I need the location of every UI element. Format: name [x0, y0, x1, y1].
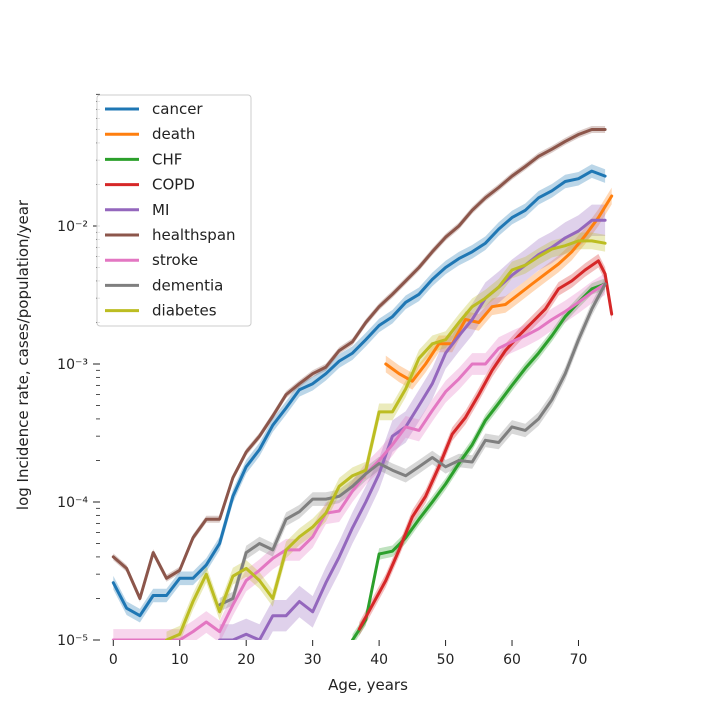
legend-label-cancer: cancer	[152, 100, 203, 118]
legend-label-stroke: stroke	[152, 251, 198, 269]
x-tick-label: 0	[109, 652, 118, 668]
y-tick-label: 10⁻³	[57, 357, 88, 373]
y-axis-label: log Incidence rate, cases/population/yea…	[14, 199, 32, 510]
x-tick-label: 30	[304, 652, 322, 668]
series-line-diabetes	[165, 239, 607, 640]
series-line-dementia	[218, 282, 607, 607]
series-line-mi	[218, 218, 607, 640]
series-line-copd	[357, 259, 614, 631]
legend-label-diabetes: diabetes	[152, 302, 217, 320]
y-tick-label: 10⁻⁴	[57, 495, 88, 511]
legend-label-dementia: dementia	[152, 276, 223, 294]
y-tick-label: 10⁻²	[57, 219, 88, 235]
legend-label-mi: MI	[152, 201, 169, 219]
x-tick-label: 10	[171, 652, 189, 668]
band-mi	[219, 204, 606, 640]
series-line-cancer	[111, 169, 607, 618]
legend-label-healthspan: healthspan	[152, 226, 236, 244]
x-tick-label: 70	[570, 652, 588, 668]
x-tick-label: 50	[437, 652, 455, 668]
series-line-chf	[351, 282, 607, 640]
legend-label-death: death	[152, 125, 195, 143]
band-death	[385, 187, 612, 390]
x-tick-label: 60	[503, 652, 521, 668]
legend-box	[96, 94, 252, 327]
legend-label-chf: CHF	[152, 150, 182, 168]
x-tick-label: 40	[370, 652, 388, 668]
series-line-death	[384, 194, 614, 383]
y-tick-label: 10⁻⁵	[57, 633, 88, 649]
x-tick-label: 20	[237, 652, 255, 668]
legend-label-copd: COPD	[152, 176, 195, 194]
x-axis-label: Age, years	[328, 676, 408, 694]
series-lines	[111, 128, 614, 640]
band-chf	[352, 278, 606, 640]
series-line-healthspan	[111, 128, 607, 600]
axes: 0 10 20 30 40 50 60 70 10⁻⁵ 10⁻⁴ 10⁻³ 10⁻²	[57, 93, 588, 668]
legend: cancer death CHF COPD MI healthspan stroke deme…	[96, 94, 252, 327]
